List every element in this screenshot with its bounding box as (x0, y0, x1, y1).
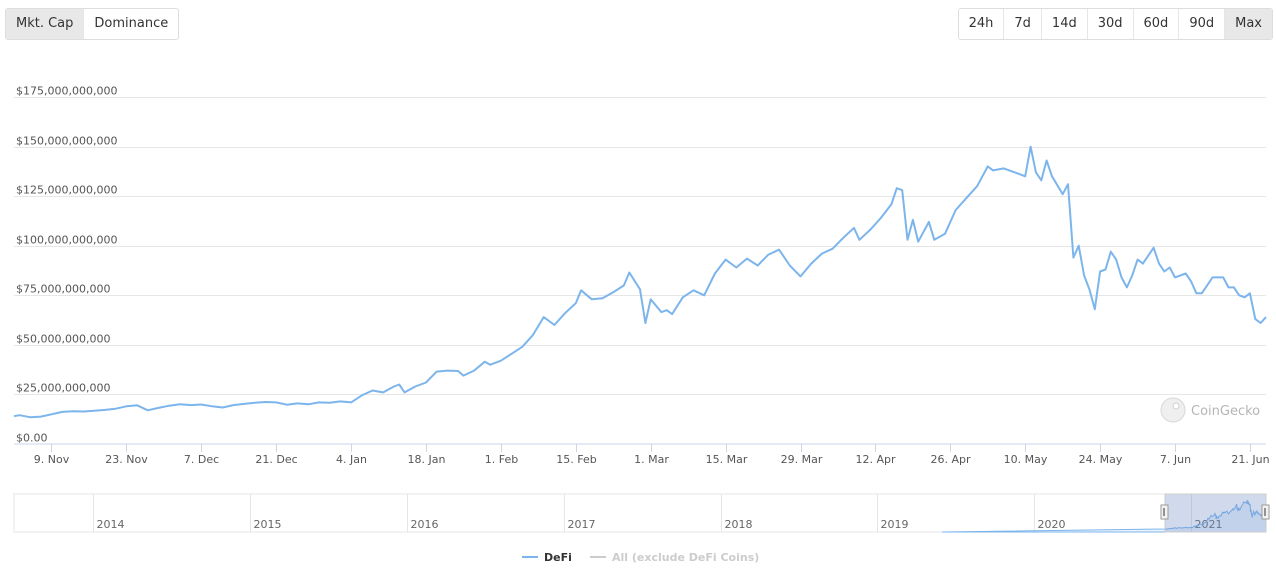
y-tick-label: $125,000,000,000 (16, 184, 117, 197)
x-tick-label: 21. Dec (255, 453, 297, 466)
x-tick-label: 21. Jun (1231, 453, 1269, 466)
y-axis-labels: $0.00 $25,000,000,000 $50,000,000,000 $75,0… (16, 85, 117, 445)
x-tick-label: 7. Jun (1160, 453, 1191, 466)
y-tick-label: $0.00 (16, 432, 48, 445)
mkt-cap-tab[interactable]: Mkt. Cap (6, 9, 85, 39)
dominance-tab[interactable]: Dominance (84, 9, 179, 39)
range-selector: 24h 7d 14d 30d 60d 90d Max (957, 8, 1273, 40)
range-24h-button[interactable]: 24h (958, 9, 1005, 39)
navigator[interactable]: 2014 2015 2016 2017 2018 2019 2020 2021 (13, 493, 1270, 533)
x-tick-label: 23. Nov (105, 453, 148, 466)
coingecko-watermark: CoinGecko (1160, 397, 1260, 423)
navigator-year-label: 2015 (254, 518, 282, 531)
x-tick-label: 29. Mar (781, 453, 823, 466)
navigator-selection[interactable] (1164, 493, 1267, 533)
navigator-series-line (942, 499, 1267, 533)
navigator-background (13, 493, 1267, 533)
x-tick-label: 7. Dec (184, 453, 219, 466)
y-tick-label: $25,000,000,000 (16, 382, 110, 395)
x-tick-label: 12. Apr (855, 453, 895, 466)
navigator-year-label: 2018 (725, 518, 753, 531)
gecko-eye-icon (1172, 402, 1180, 410)
navigator-year-label: 2014 (97, 518, 125, 531)
navigator-year-label: 2020 (1038, 518, 1066, 531)
x-tick-label: 24. May (1079, 453, 1123, 466)
x-tick-label: 10. May (1004, 453, 1048, 466)
legend-all-label: All (exclude DeFi Coins) (612, 551, 759, 564)
navigator-year-label: 2017 (568, 518, 596, 531)
legend-defi-label: DeFi (544, 551, 572, 564)
x-tick-label: 15. Feb (556, 453, 596, 466)
range-30d-button[interactable]: 30d (1087, 9, 1134, 39)
x-tick-label: 1. Feb (485, 453, 518, 466)
y-tick-label: $100,000,000,000 (16, 234, 117, 247)
navigator-year-label: 2016 (411, 518, 439, 531)
chart-legend: DeFi All (exclude DeFi Coins) (522, 551, 759, 564)
x-tick-label: 4. Jan (336, 453, 367, 466)
defi-series-line[interactable] (13, 145, 1267, 419)
gecko-logo-icon (1160, 397, 1186, 423)
navigator-year-label: 2021 (1195, 518, 1223, 531)
x-tick-label: 1. Mar (634, 453, 669, 466)
x-tick-label: 26. Apr (930, 453, 970, 466)
x-tick-label: 9. Nov (34, 453, 70, 466)
y-tick-label: $150,000,000,000 (16, 135, 117, 148)
legend-item-all[interactable]: All (exclude DeFi Coins) (590, 551, 759, 564)
range-max-button[interactable]: Max (1225, 9, 1272, 39)
y-tick-label: $75,000,000,000 (16, 283, 110, 296)
y-tick-label: $50,000,000,000 (16, 333, 110, 346)
range-90d-button[interactable]: 90d (1179, 9, 1226, 39)
navigator-left-handle[interactable] (1160, 504, 1169, 520)
x-tick-label: 15. Mar (706, 453, 748, 466)
navigator-right-handle[interactable] (1261, 504, 1270, 520)
metric-toggle: Mkt. Cap Dominance (5, 8, 180, 40)
navigator-year-label: 2019 (881, 518, 909, 531)
range-14d-button[interactable]: 14d (1041, 9, 1088, 39)
x-axis-labels: 9. Nov 23. Nov 7. Dec 21. Dec 4. Jan 18. Jan 1… (34, 444, 1270, 466)
range-7d-button[interactable]: 7d (1004, 9, 1042, 39)
navigator-year-labels: 2014 2015 2016 2017 2018 2019 2020 2021 (93, 494, 1223, 532)
watermark-text: CoinGecko (1191, 404, 1260, 419)
legend-item-defi[interactable]: DeFi (522, 551, 572, 564)
y-tick-label: $175,000,000,000 (16, 85, 117, 98)
range-60d-button[interactable]: 60d (1133, 9, 1180, 39)
x-tick-label: 18. Jan (408, 453, 446, 466)
